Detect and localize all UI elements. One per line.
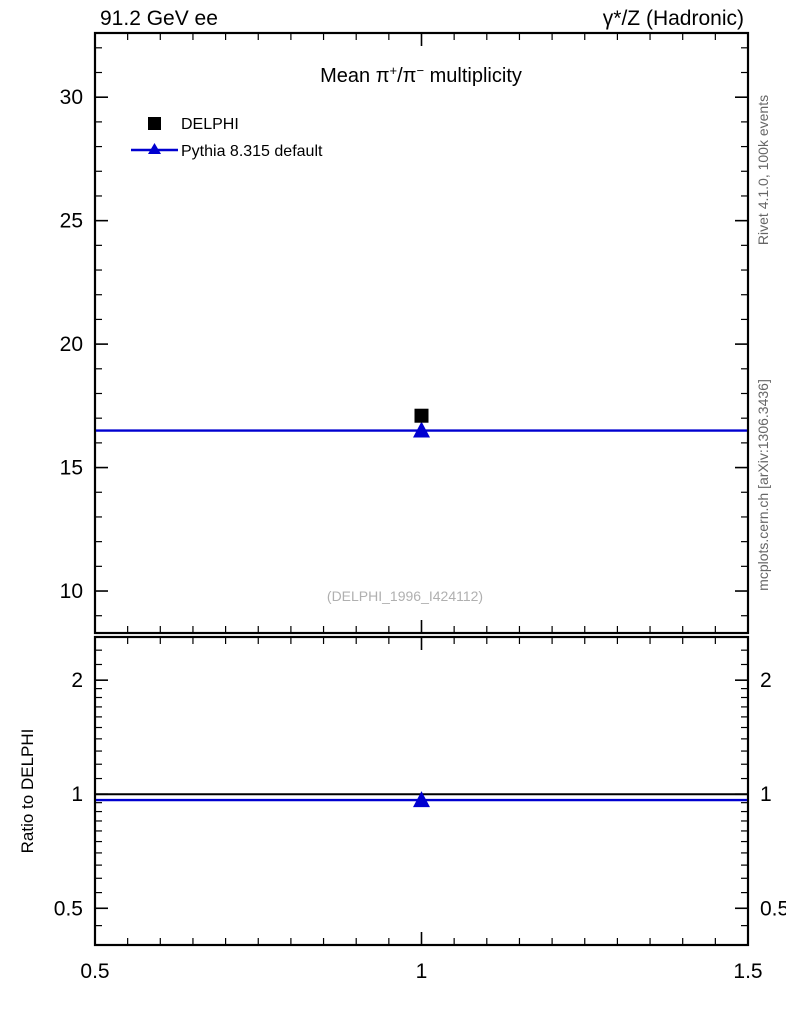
- x-tick-label: 1.5: [733, 960, 762, 983]
- reference-data-marker: [414, 408, 429, 423]
- legend: DELPHI Pythia 8.315 default: [131, 116, 323, 160]
- ratio-y-tick-label-right: 0.5: [760, 897, 786, 920]
- main-y-tick-label: 15: [60, 457, 83, 480]
- x-tick-label: 1: [416, 960, 428, 983]
- header-left-label: 91.2 GeV ee: [100, 7, 218, 30]
- ratio-y-tick-label-left: 1: [71, 783, 83, 806]
- ratio-panel-y-tick-labels: 0.5 0.5 1 1 2 2: [54, 669, 786, 920]
- ratio-panel-frame: [93, 635, 750, 947]
- ratio-axis-title: Ratio to DELPHI: [18, 729, 37, 854]
- ratio-y-tick-label-left: 0.5: [54, 897, 83, 920]
- x-axis-tick-labels: 0.5 1 1.5: [80, 960, 762, 983]
- analysis-watermark: (DELPHI_1996_I424112): [327, 588, 483, 604]
- ratio-panel-data: [96, 791, 747, 808]
- chart-title: Mean π+/π− multiplicity: [320, 63, 522, 88]
- ratio-y-tick-label-right: 2: [760, 669, 772, 692]
- side-label-rivet: Rivet 4.1.0, 100k events: [755, 95, 771, 245]
- main-y-tick-label: 20: [60, 333, 83, 356]
- legend-item-pythia: Pythia 8.315 default: [131, 143, 323, 160]
- main-y-tick-label: 30: [60, 86, 83, 109]
- mc-data-marker: [413, 421, 430, 438]
- main-panel-ticks: [94, 33, 749, 633]
- main-y-tick-label: 10: [60, 580, 83, 603]
- legend-triangle-marker-icon: [148, 143, 161, 154]
- ratio-mc-marker: [413, 791, 430, 808]
- legend-label-delphi: DELPHI: [181, 116, 239, 133]
- main-panel-data: [96, 408, 747, 438]
- ratio-y-tick-label-right: 1: [760, 783, 772, 806]
- header-right-label: γ*/Z (Hadronic): [603, 7, 744, 30]
- legend-item-delphi: DELPHI: [148, 116, 239, 133]
- legend-label-pythia: Pythia 8.315 default: [181, 143, 323, 160]
- legend-square-marker-icon: [148, 117, 161, 130]
- main-panel-y-tick-labels: 10 15 20 25 30: [60, 86, 83, 603]
- main-y-tick-label: 25: [60, 210, 83, 233]
- ratio-y-tick-label-left: 2: [71, 669, 83, 692]
- side-label-mcplots: mcplots.cern.ch [arXiv:1306.3436]: [755, 379, 771, 591]
- x-tick-label: 0.5: [80, 960, 109, 983]
- ratio-panel-ticks: [94, 637, 749, 946]
